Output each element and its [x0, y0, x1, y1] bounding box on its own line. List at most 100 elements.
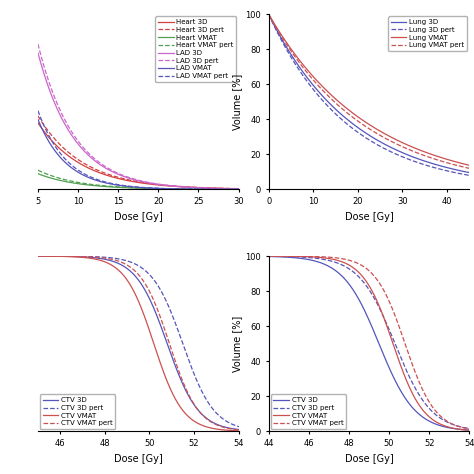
Lung 3D pert: [430, 164, 436, 170]
LAD 3D pert: [200, 185, 205, 191]
Heart 3D pert: [130, 178, 136, 183]
CTV 3D: [343, 277, 349, 283]
Heart VMAT: [132, 185, 137, 191]
Heart 3D: [144, 181, 149, 186]
CTV VMAT pert: [112, 257, 118, 263]
CTV VMAT pert: [352, 259, 357, 265]
LAD 3D: [236, 186, 241, 192]
LAD 3D pert: [236, 186, 241, 191]
Heart 3D: [132, 179, 137, 185]
CTV 3D pert: [112, 255, 118, 261]
CTV VMAT pert: [181, 382, 187, 387]
LAD VMAT: [35, 117, 41, 122]
LAD 3D: [35, 50, 41, 55]
LAD VMAT: [231, 187, 237, 192]
Lung VMAT: [362, 119, 368, 125]
Lung 3D pert: [462, 172, 467, 177]
CTV VMAT pert: [38, 253, 44, 259]
Heart VMAT pert: [231, 186, 237, 192]
LAD 3D pert: [231, 186, 237, 191]
Lung 3D: [266, 11, 272, 17]
Lung 3D pert: [362, 135, 368, 140]
CTV 3D: [204, 416, 210, 421]
CTV VMAT: [411, 393, 417, 399]
LAD 3D: [130, 177, 136, 182]
Lung VMAT pert: [430, 155, 436, 161]
LAD VMAT: [155, 185, 160, 191]
Line: CTV 3D pert: CTV 3D pert: [16, 256, 261, 430]
Heart VMAT pert: [200, 186, 205, 192]
Lung VMAT pert: [466, 165, 472, 171]
Line: Lung VMAT: Lung VMAT: [269, 14, 469, 165]
Heart 3D pert: [200, 185, 205, 191]
CTV VMAT: [343, 261, 349, 266]
Lung VMAT: [374, 127, 380, 132]
CTV 3D pert: [352, 270, 357, 276]
Line: LAD 3D: LAD 3D: [38, 53, 238, 189]
Heart VMAT pert: [132, 185, 137, 191]
Line: Heart 3D pert: Heart 3D pert: [38, 116, 238, 189]
CTV VMAT: [352, 266, 357, 272]
LAD 3D: [132, 177, 137, 182]
Heart 3D pert: [236, 186, 241, 191]
CTV 3D pert: [270, 254, 276, 259]
Lung 3D: [385, 143, 391, 149]
Lung 3D: [362, 130, 368, 136]
Lung VMAT pert: [385, 137, 391, 143]
CTV VMAT: [181, 409, 187, 415]
CTV VMAT pert: [121, 260, 127, 266]
CTV 3D pert: [13, 253, 18, 259]
CTV 3D: [433, 421, 439, 427]
Lung 3D pert: [374, 142, 380, 147]
Lung 3D: [374, 137, 380, 143]
Lung VMAT pert: [462, 164, 467, 170]
LAD VMAT: [144, 185, 149, 191]
Lung 3D: [462, 169, 467, 174]
CTV 3D pert: [246, 253, 251, 259]
Heart VMAT pert: [236, 186, 241, 192]
Heart VMAT pert: [155, 186, 160, 191]
X-axis label: Dose [Gy]: Dose [Gy]: [114, 454, 163, 464]
Line: CTV 3D pert: CTV 3D pert: [248, 256, 474, 430]
Lung VMAT: [266, 11, 272, 17]
Line: CTV 3D: CTV 3D: [16, 256, 261, 431]
LAD 3D pert: [132, 176, 137, 182]
Heart 3D pert: [231, 186, 237, 191]
CTV 3D: [438, 423, 444, 428]
LAD VMAT: [130, 184, 136, 190]
CTV VMAT pert: [411, 366, 417, 372]
CTV 3D: [411, 406, 417, 412]
CTV 3D: [246, 254, 251, 259]
CTV VMAT pert: [258, 428, 264, 434]
Legend: CTV 3D, CTV 3D pert, CTV VMAT, CTV VMAT pert: CTV 3D, CTV 3D pert, CTV VMAT, CTV VMAT …: [40, 394, 115, 429]
CTV 3D pert: [121, 257, 127, 263]
CTV 3D: [13, 253, 18, 259]
LAD 3D: [144, 180, 149, 185]
Line: LAD VMAT pert: LAD VMAT pert: [38, 110, 238, 190]
Lung VMAT: [466, 163, 472, 168]
Line: CTV VMAT: CTV VMAT: [248, 256, 474, 431]
LAD VMAT pert: [130, 184, 136, 190]
Heart 3D pert: [35, 113, 41, 118]
CTV 3D pert: [181, 344, 187, 350]
CTV 3D: [121, 264, 127, 269]
CTV 3D pert: [38, 253, 44, 259]
Line: CTV VMAT pert: CTV VMAT pert: [248, 256, 474, 431]
Lung 3D pert: [385, 147, 391, 153]
CTV 3D pert: [204, 398, 210, 403]
LAD 3D: [231, 186, 237, 191]
Line: LAD 3D pert: LAD 3D pert: [38, 44, 238, 189]
CTV VMAT: [38, 253, 44, 259]
Line: Heart VMAT pert: Heart VMAT pert: [38, 170, 238, 189]
Heart VMAT: [35, 171, 41, 176]
Lung VMAT pert: [361, 122, 367, 128]
Line: CTV VMAT: CTV VMAT: [16, 256, 261, 431]
Heart VMAT: [130, 185, 136, 191]
CTV 3D pert: [209, 404, 214, 410]
Line: Lung 3D: Lung 3D: [269, 14, 469, 173]
Line: LAD VMAT: LAD VMAT: [38, 119, 238, 190]
Heart VMAT: [144, 186, 149, 191]
CTV VMAT: [13, 253, 18, 259]
Heart 3D: [155, 182, 160, 188]
CTV VMAT: [121, 273, 127, 278]
